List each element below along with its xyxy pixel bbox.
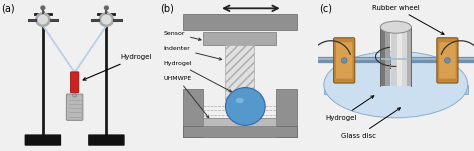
FancyBboxPatch shape [402,27,408,86]
Circle shape [104,6,108,10]
Text: Glass disc: Glass disc [341,108,401,139]
Circle shape [102,15,111,24]
FancyBboxPatch shape [182,14,297,30]
Circle shape [38,15,47,24]
Text: Hydrogel: Hydrogel [164,61,232,92]
FancyBboxPatch shape [391,27,397,86]
FancyBboxPatch shape [71,72,79,93]
FancyBboxPatch shape [380,27,386,86]
Text: Hydrogel: Hydrogel [326,96,374,121]
FancyBboxPatch shape [88,134,125,146]
Circle shape [445,58,450,63]
FancyBboxPatch shape [437,38,458,83]
Polygon shape [324,85,468,94]
Text: Hydrogel: Hydrogel [83,54,152,80]
Circle shape [226,88,265,125]
FancyBboxPatch shape [397,27,403,86]
FancyBboxPatch shape [203,118,276,126]
Text: (b): (b) [160,3,174,13]
Text: Sensor: Sensor [164,31,201,40]
Text: Rubber wheel: Rubber wheel [373,5,444,34]
FancyBboxPatch shape [439,42,456,79]
FancyBboxPatch shape [407,27,412,86]
FancyBboxPatch shape [25,134,61,146]
FancyBboxPatch shape [182,89,203,137]
Circle shape [341,58,347,63]
FancyBboxPatch shape [336,42,352,79]
Circle shape [99,13,114,26]
Text: (a): (a) [1,3,15,13]
Circle shape [36,13,50,26]
Text: (c): (c) [319,3,332,13]
FancyBboxPatch shape [276,89,297,137]
FancyBboxPatch shape [226,45,254,100]
FancyBboxPatch shape [182,126,297,137]
Ellipse shape [380,21,411,33]
FancyBboxPatch shape [385,27,391,86]
Circle shape [41,6,45,10]
Text: UHMWPE: UHMWPE [164,76,209,118]
Ellipse shape [236,98,244,103]
Text: Indenter: Indenter [164,46,222,60]
FancyBboxPatch shape [66,94,83,120]
FancyBboxPatch shape [334,38,355,83]
FancyBboxPatch shape [203,32,276,45]
Ellipse shape [324,51,468,118]
